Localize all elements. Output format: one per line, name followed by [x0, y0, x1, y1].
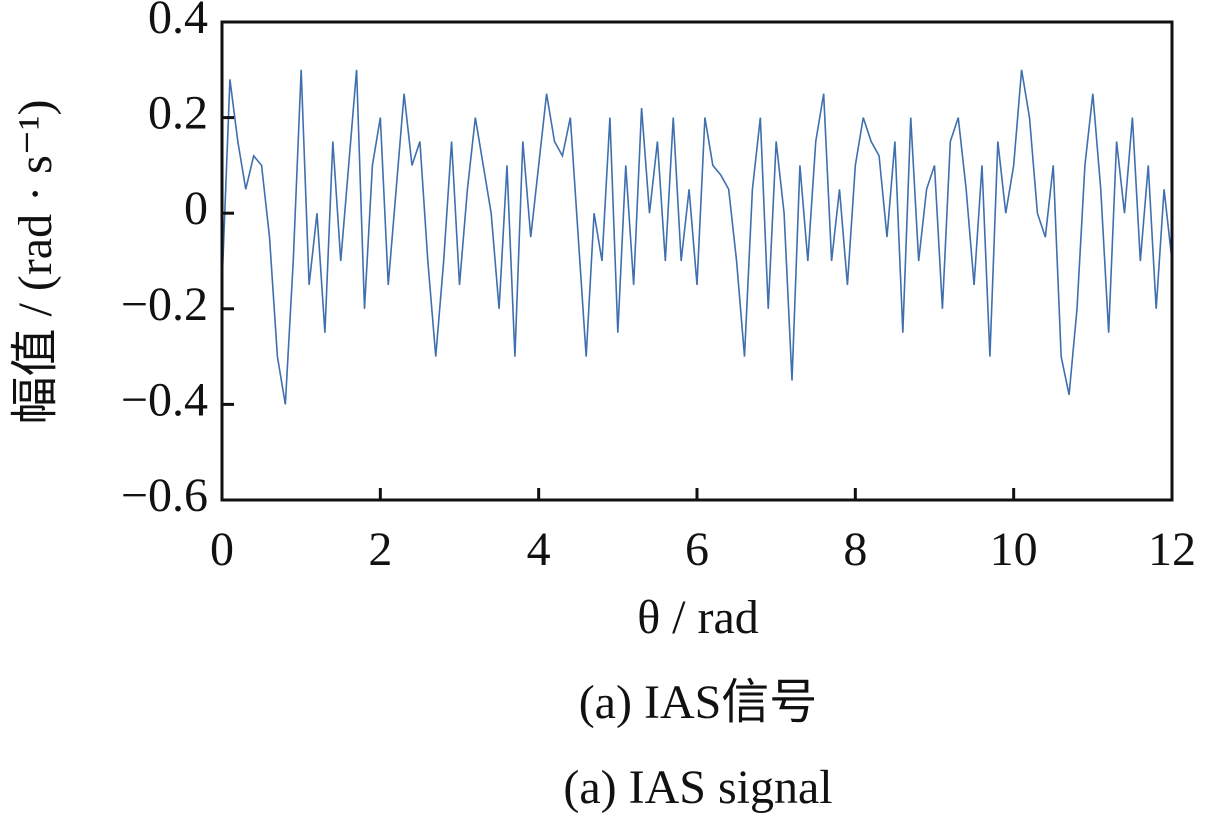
caption: (a) IAS signal	[563, 761, 832, 814]
y-tick-label: 0	[184, 182, 208, 235]
x-tick-label: 0	[210, 523, 234, 576]
y-tick-label: −0.4	[121, 373, 208, 426]
y-tick-label: 0.2	[148, 87, 208, 140]
y-tick-label: −0.2	[121, 278, 208, 331]
x-axis-label: θ / rad	[637, 591, 759, 644]
data-line	[221, 69, 1173, 405]
y-axis-label: 幅值 / (rad · s⁻¹)	[9, 100, 62, 425]
x-tick-label: 12	[1148, 523, 1196, 576]
y-tick-label: −0.6	[121, 469, 208, 522]
x-tick-label: 10	[990, 523, 1038, 576]
x-tick-label: 6	[685, 523, 709, 576]
plot-frame	[220, 20, 1174, 502]
x-tick-label: 4	[527, 523, 551, 576]
x-tick-label: 2	[368, 523, 392, 576]
x-tick-label: 8	[843, 523, 867, 576]
caption: (a) IAS信号	[579, 676, 818, 729]
y-tick-label: 0.4	[148, 0, 208, 44]
